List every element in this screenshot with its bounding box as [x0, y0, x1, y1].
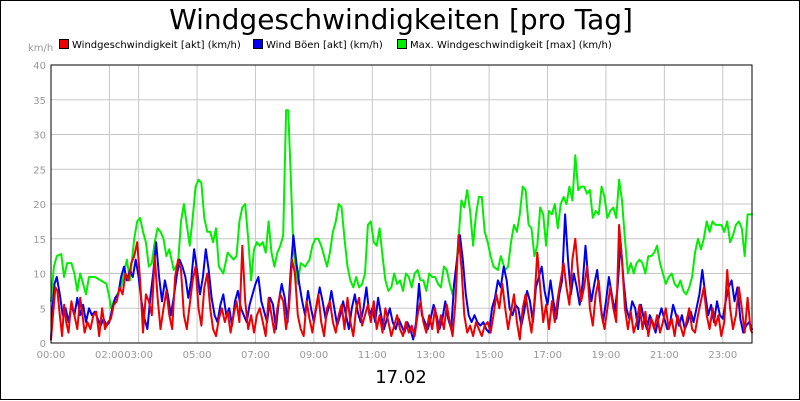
- x-tick-label: 00:00: [37, 350, 66, 361]
- series-line-2: [50, 223, 753, 341]
- x-tick-label: 17:00: [533, 350, 562, 361]
- legend-label-max-windgeschwindigkeit: Max. Windgeschwindigkeit [max] (km/h): [410, 40, 612, 51]
- series-line-1: [50, 213, 753, 341]
- x-tick-label: 03:00: [124, 350, 153, 361]
- y-tick-label: 10: [33, 270, 46, 281]
- y-tick-label: 15: [33, 235, 46, 246]
- legend-swatch-green: [397, 39, 407, 49]
- legend-swatch-blue: [253, 39, 263, 49]
- y-tick-label: 5: [40, 304, 46, 315]
- x-tick-label: 15:00: [475, 350, 504, 361]
- series-line-0: [50, 109, 753, 310]
- x-tick-label: 02:00: [95, 350, 124, 361]
- x-tick-label: 05:00: [183, 350, 212, 361]
- x-tick-label: 11:00: [358, 350, 387, 361]
- x-tick-label: 19:00: [592, 350, 621, 361]
- x-tick-label: 09:00: [299, 350, 328, 361]
- y-tick-label: 20: [33, 200, 46, 211]
- x-tick-label: 13:00: [416, 350, 445, 361]
- y-tick-label: 30: [33, 131, 46, 142]
- legend-item-wind-boeen: Wind Böen [akt] (km/h): [253, 39, 383, 52]
- legend-label-windgeschwindigkeit: Windgeschwindigkeit [akt] (km/h): [72, 40, 241, 51]
- y-tick-label: 40: [33, 61, 46, 72]
- y-axis-unit-label: km/h: [28, 43, 54, 54]
- legend-swatch-red: [59, 39, 69, 49]
- x-axis-date-label: 17.02: [375, 367, 427, 388]
- x-tick-label: 21:00: [650, 350, 679, 361]
- x-tick-label: 23:00: [708, 350, 737, 361]
- legend-item-max-windgeschwindigkeit: Max. Windgeschwindigkeit [max] (km/h): [397, 39, 612, 52]
- y-tick-label: 35: [33, 96, 46, 107]
- y-tick-label: 25: [33, 165, 46, 176]
- y-tick-label: 0: [40, 339, 46, 350]
- chart-title: Windgeschwindigkeiten [pro Tag]: [169, 3, 633, 36]
- plot-border: [50, 64, 753, 344]
- x-tick-label: 07:00: [241, 350, 270, 361]
- legend-item-windgeschwindigkeit: Windgeschwindigkeit [akt] (km/h): [59, 39, 241, 52]
- legend-label-wind-boeen: Wind Böen [akt] (km/h): [266, 40, 383, 51]
